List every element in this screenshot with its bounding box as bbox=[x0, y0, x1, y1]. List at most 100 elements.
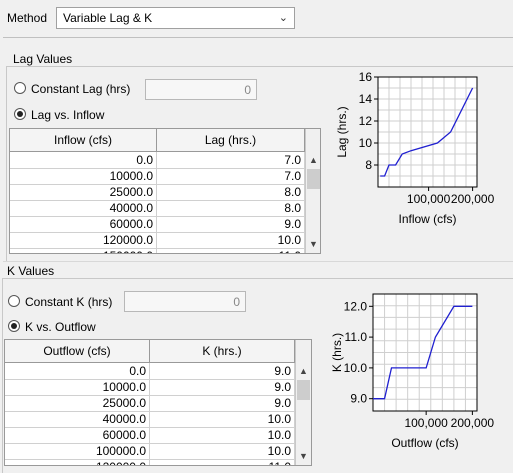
table-cell-hours[interactable]: 9.0 bbox=[157, 216, 305, 232]
x-tick-label: 100,000 bbox=[407, 192, 451, 206]
lag-table-header: Inflow (cfs) Lag (hrs.) bbox=[10, 129, 305, 152]
lag-col-inflow-header[interactable]: Inflow (cfs) bbox=[10, 129, 157, 151]
table-cell-flow[interactable]: 0.0 bbox=[10, 152, 157, 168]
table-row[interactable]: 10000.0 7.0 bbox=[10, 168, 305, 185]
table-cell-flow[interactable]: 60000.0 bbox=[5, 427, 150, 443]
lag-group-title: Lag Values bbox=[13, 52, 73, 66]
table-row[interactable]: 120000.0 10.0 bbox=[10, 232, 305, 249]
table-row[interactable]: 60000.0 10.0 bbox=[5, 427, 295, 444]
lag-col-lag-header[interactable]: Lag (hrs.) bbox=[157, 129, 305, 151]
plot-frame bbox=[377, 76, 478, 188]
constant-lag-radio[interactable] bbox=[14, 82, 26, 94]
method-select-value: Variable Lag & K bbox=[63, 11, 153, 25]
table-cell-flow[interactable]: 150000.0 bbox=[10, 248, 157, 253]
series-line bbox=[373, 305, 473, 400]
constant-lag-input[interactable]: 0 bbox=[145, 79, 257, 100]
table-row[interactable]: 60000.0 9.0 bbox=[10, 216, 305, 233]
table-cell-flow[interactable]: 10000.0 bbox=[5, 379, 150, 395]
k-vs-outflow-radio[interactable] bbox=[8, 320, 20, 332]
table-row[interactable]: 120000.011.0 bbox=[5, 459, 295, 465]
table-cell-flow[interactable]: 25000.0 bbox=[10, 184, 157, 200]
table-cell-hours[interactable]: 10.0 bbox=[150, 443, 295, 459]
table-cell-hours[interactable]: 9.0 bbox=[150, 395, 295, 411]
table-cell-hours[interactable]: 9.0 bbox=[150, 363, 295, 379]
y-tick-label: 10.0 bbox=[344, 361, 368, 375]
table-cell-hours[interactable]: 10.0 bbox=[157, 232, 305, 248]
lag-table-scrollbar[interactable]: ▲ ▼ bbox=[305, 129, 320, 253]
table-row[interactable]: 0.0 7.0 bbox=[10, 152, 305, 169]
constant-k-radio[interactable] bbox=[8, 295, 20, 307]
y-tick-label: 10 bbox=[359, 136, 373, 150]
method-label: Method bbox=[7, 11, 48, 25]
plot-frame bbox=[372, 293, 478, 412]
k-col-k-header[interactable]: K (hrs.) bbox=[150, 340, 295, 362]
table-row[interactable]: 40000.0 8.0 bbox=[10, 200, 305, 217]
table-cell-flow[interactable]: 40000.0 bbox=[5, 411, 150, 427]
y-tick-label: 12.0 bbox=[344, 299, 368, 313]
scroll-down-icon[interactable]: ▼ bbox=[299, 451, 308, 461]
table-cell-hours[interactable]: 11.0 bbox=[150, 459, 295, 465]
k-vs-outflow-chart: 9.0 10.0 11.0 12.0 100,000 200,000 Outflow (cf… bbox=[330, 293, 495, 450]
y-tick-label: 11.0 bbox=[345, 330, 368, 344]
x-tick-label: 200,000 bbox=[451, 192, 495, 206]
table-row[interactable]: 10000.0 9.0 bbox=[5, 379, 295, 396]
table-cell-flow[interactable]: 120000.0 bbox=[10, 232, 157, 248]
table-cell-flow[interactable]: 25000.0 bbox=[5, 395, 150, 411]
scroll-down-icon[interactable]: ▼ bbox=[309, 239, 318, 249]
table-row[interactable]: 40000.0 10.0 bbox=[5, 411, 295, 428]
lag-vs-inflow-radio[interactable] bbox=[14, 108, 26, 120]
table-cell-hours[interactable]: 9.0 bbox=[150, 379, 295, 395]
table-cell-hours[interactable]: 7.0 bbox=[157, 168, 305, 184]
table-row[interactable]: 100000.0 10.0 bbox=[5, 443, 295, 460]
k-col-outflow-header[interactable]: Outflow (cfs) bbox=[5, 340, 150, 362]
table-cell-flow[interactable]: 60000.0 bbox=[10, 216, 157, 232]
scroll-up-icon[interactable]: ▲ bbox=[299, 366, 308, 376]
constant-k-label: Constant K (hrs) bbox=[25, 295, 113, 309]
x-axis-label: Outflow (cfs) bbox=[391, 436, 458, 450]
table-row[interactable]: 25000.0 9.0 bbox=[5, 395, 295, 412]
table-cell-hours[interactable]: 8.0 bbox=[157, 184, 305, 200]
y-tick-label: 16 bbox=[359, 70, 373, 84]
table-cell-flow[interactable]: 10000.0 bbox=[10, 168, 157, 184]
x-tick-label: 100,000 bbox=[404, 416, 448, 430]
table-row[interactable]: 150000.011.0 bbox=[10, 248, 305, 253]
constant-lag-label: Constant Lag (hrs) bbox=[31, 82, 131, 96]
chevron-down-icon: ⌄ bbox=[278, 12, 288, 24]
table-cell-hours[interactable]: 10.0 bbox=[150, 427, 295, 443]
scroll-up-icon[interactable]: ▲ bbox=[309, 155, 318, 165]
lag-vs-inflow-label: Lag vs. Inflow bbox=[31, 108, 105, 122]
table-cell-flow[interactable]: 40000.0 bbox=[10, 200, 157, 216]
table-row[interactable]: 25000.0 8.0 bbox=[10, 184, 305, 201]
y-tick-label: 8 bbox=[365, 158, 372, 172]
table-cell-flow[interactable]: 0.0 bbox=[5, 363, 150, 379]
lag-table[interactable]: Inflow (cfs) Lag (hrs.) 0.0 7.0 10000.0 7.0… bbox=[9, 128, 321, 254]
k-group-title: K Values bbox=[7, 264, 55, 278]
y-tick-label: 9.0 bbox=[350, 392, 367, 406]
lag-vs-inflow-chart: 8 10 12 14 16 100,000 200,000 Inflow (cfs) Lag (… bbox=[335, 70, 495, 226]
k-group-border bbox=[2, 278, 513, 473]
y-tick-label: 14 bbox=[359, 92, 373, 106]
k-table-header: Outflow (cfs) K (hrs.) bbox=[5, 340, 295, 363]
section-divider bbox=[3, 261, 513, 262]
table-cell-hours[interactable]: 8.0 bbox=[157, 200, 305, 216]
lag-scroll-thumb[interactable] bbox=[307, 169, 320, 189]
k-table[interactable]: Outflow (cfs) K (hrs.) 0.0 9.0 10000.0 9.0 2… bbox=[4, 339, 312, 466]
k-table-scrollbar[interactable]: ▲ ▼ bbox=[295, 340, 311, 465]
method-select[interactable]: Variable Lag & K ⌄ bbox=[56, 7, 295, 29]
y-axis-label: K (hrs.) bbox=[330, 333, 344, 372]
table-cell-flow[interactable]: 100000.0 bbox=[5, 443, 150, 459]
table-cell-flow[interactable]: 120000.0 bbox=[5, 459, 150, 465]
y-axis-label: Lag (hrs.) bbox=[335, 106, 349, 157]
table-cell-hours[interactable]: 11.0 bbox=[157, 248, 305, 253]
method-divider bbox=[3, 37, 513, 38]
table-cell-hours[interactable]: 10.0 bbox=[150, 411, 295, 427]
y-tick-label: 12 bbox=[359, 114, 373, 128]
table-cell-hours[interactable]: 7.0 bbox=[157, 152, 305, 168]
x-tick-label: 200,000 bbox=[451, 416, 495, 430]
x-axis-label: Inflow (cfs) bbox=[398, 212, 456, 226]
k-scroll-thumb[interactable] bbox=[297, 380, 310, 400]
table-row[interactable]: 0.0 9.0 bbox=[5, 363, 295, 380]
series-line bbox=[380, 87, 474, 177]
constant-k-input[interactable]: 0 bbox=[124, 291, 246, 312]
k-vs-outflow-label: K vs. Outflow bbox=[25, 320, 96, 334]
